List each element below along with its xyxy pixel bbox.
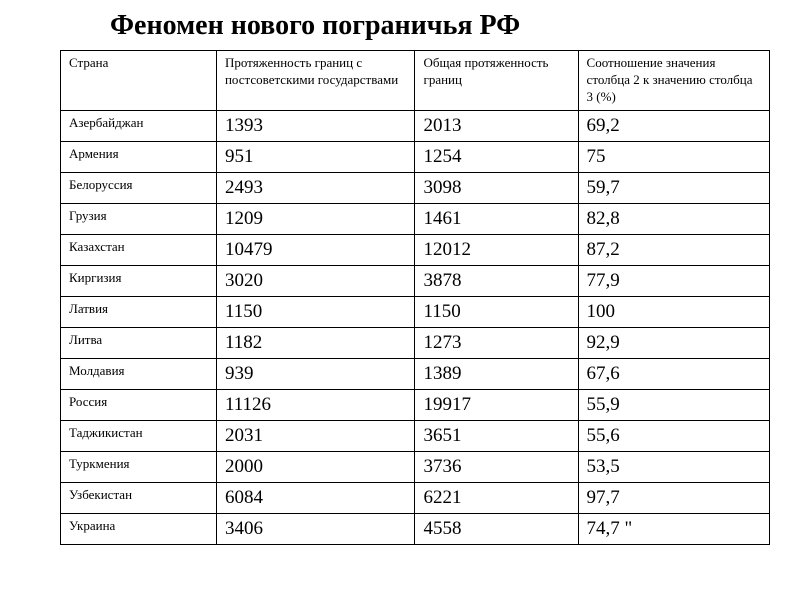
- cell-post-soviet: 3020: [216, 265, 415, 296]
- table-row: Литва1182127392,9: [61, 327, 770, 358]
- cell-post-soviet: 951: [216, 141, 415, 172]
- cell-total: 12012: [415, 234, 578, 265]
- cell-country: Молдавия: [61, 358, 217, 389]
- cell-country: Азербайджан: [61, 110, 217, 141]
- cell-country: Армения: [61, 141, 217, 172]
- cell-post-soviet: 939: [216, 358, 415, 389]
- cell-total: 2013: [415, 110, 578, 141]
- cell-total: 19917: [415, 389, 578, 420]
- cell-country: Белоруссия: [61, 172, 217, 203]
- table-row: Азербайджан1393201369,2: [61, 110, 770, 141]
- cell-country: Россия: [61, 389, 217, 420]
- cell-ratio: 87,2: [578, 234, 769, 265]
- cell-post-soviet: 3406: [216, 513, 415, 544]
- cell-post-soviet: 10479: [216, 234, 415, 265]
- cell-ratio: 97,7: [578, 482, 769, 513]
- cell-ratio: 77,9: [578, 265, 769, 296]
- col-header-country: Страна: [61, 51, 217, 111]
- table-row: Украина3406455874,7 ": [61, 513, 770, 544]
- table-row: Узбекистан6084622197,7: [61, 482, 770, 513]
- cell-ratio: 55,9: [578, 389, 769, 420]
- cell-post-soviet: 2000: [216, 451, 415, 482]
- cell-total: 1150: [415, 296, 578, 327]
- cell-country: Литва: [61, 327, 217, 358]
- cell-post-soviet: 2493: [216, 172, 415, 203]
- cell-post-soviet: 1393: [216, 110, 415, 141]
- cell-total: 1273: [415, 327, 578, 358]
- cell-ratio: 82,8: [578, 203, 769, 234]
- cell-total: 6221: [415, 482, 578, 513]
- col-header-post-soviet: Протяженность границ с постсоветскими го…: [216, 51, 415, 111]
- cell-ratio: 100: [578, 296, 769, 327]
- cell-ratio: 53,5: [578, 451, 769, 482]
- cell-post-soviet: 6084: [216, 482, 415, 513]
- table-header-row: Страна Протяженность границ с постсоветс…: [61, 51, 770, 111]
- cell-country: Узбекистан: [61, 482, 217, 513]
- table-row: Таджикистан2031365155,6: [61, 420, 770, 451]
- cell-ratio: 67,6: [578, 358, 769, 389]
- cell-ratio: 92,9: [578, 327, 769, 358]
- cell-ratio: 55,6: [578, 420, 769, 451]
- cell-country: Казахстан: [61, 234, 217, 265]
- page-title: Феномен нового пограничья РФ: [60, 10, 770, 42]
- cell-total: 3878: [415, 265, 578, 296]
- table-row: Латвия11501150100: [61, 296, 770, 327]
- table-row: Туркмения2000373653,5: [61, 451, 770, 482]
- table-row: Казахстан104791201287,2: [61, 234, 770, 265]
- table-row: Белоруссия2493309859,7: [61, 172, 770, 203]
- border-table: Страна Протяженность границ с постсоветс…: [60, 50, 770, 545]
- table-row: Молдавия939138967,6: [61, 358, 770, 389]
- cell-post-soviet: 11126: [216, 389, 415, 420]
- cell-total: 4558: [415, 513, 578, 544]
- cell-country: Украина: [61, 513, 217, 544]
- cell-ratio: 59,7: [578, 172, 769, 203]
- cell-total: 1389: [415, 358, 578, 389]
- cell-post-soviet: 1150: [216, 296, 415, 327]
- cell-total: 1461: [415, 203, 578, 234]
- cell-total: 3736: [415, 451, 578, 482]
- table-row: Грузия1209146182,8: [61, 203, 770, 234]
- cell-post-soviet: 1182: [216, 327, 415, 358]
- table-row: Киргизия3020387877,9: [61, 265, 770, 296]
- cell-country: Туркмения: [61, 451, 217, 482]
- cell-total: 3651: [415, 420, 578, 451]
- cell-total: 3098: [415, 172, 578, 203]
- cell-country: Киргизия: [61, 265, 217, 296]
- cell-country: Грузия: [61, 203, 217, 234]
- col-header-total: Общая протяженность границ: [415, 51, 578, 111]
- table-row: Россия111261991755,9: [61, 389, 770, 420]
- cell-ratio: 69,2: [578, 110, 769, 141]
- cell-ratio: 74,7 ": [578, 513, 769, 544]
- cell-post-soviet: 2031: [216, 420, 415, 451]
- col-header-ratio: Соотношение значения столбца 2 к значени…: [578, 51, 769, 111]
- cell-post-soviet: 1209: [216, 203, 415, 234]
- cell-ratio: 75: [578, 141, 769, 172]
- cell-total: 1254: [415, 141, 578, 172]
- cell-country: Латвия: [61, 296, 217, 327]
- table-row: Армения951125475: [61, 141, 770, 172]
- cell-country: Таджикистан: [61, 420, 217, 451]
